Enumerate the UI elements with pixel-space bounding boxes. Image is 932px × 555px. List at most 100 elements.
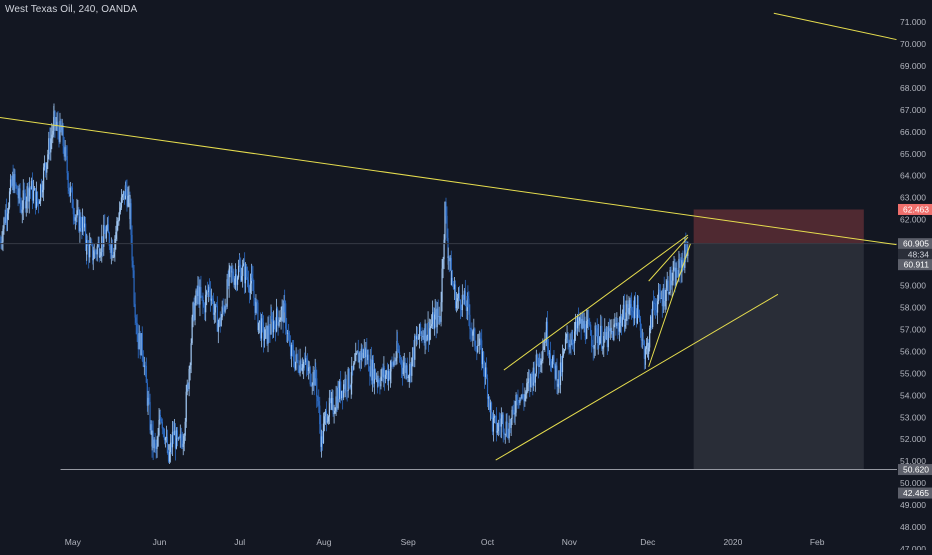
candle-body bbox=[316, 378, 317, 396]
candle-body bbox=[22, 210, 23, 213]
candle-body bbox=[679, 259, 680, 261]
candle-body bbox=[97, 246, 98, 254]
candle-body bbox=[223, 307, 224, 308]
candle-body bbox=[186, 392, 187, 422]
candle-body bbox=[624, 325, 625, 327]
candle-body bbox=[114, 239, 115, 252]
candle-body bbox=[122, 195, 123, 197]
candle-body bbox=[328, 417, 329, 422]
candle-body bbox=[43, 167, 44, 189]
candle-body bbox=[548, 348, 549, 354]
candle-body bbox=[524, 394, 525, 401]
candle-body bbox=[525, 392, 526, 395]
candle-body bbox=[467, 296, 468, 299]
candle-body bbox=[7, 213, 8, 219]
candle-body bbox=[440, 302, 441, 322]
candle-body bbox=[262, 318, 263, 322]
candle-body bbox=[120, 208, 121, 212]
candle-body bbox=[550, 353, 551, 361]
candle-body bbox=[241, 276, 242, 280]
candle-body bbox=[397, 341, 398, 349]
candle-body bbox=[649, 328, 650, 348]
candle-body bbox=[80, 217, 81, 229]
stop-loss-zone bbox=[694, 209, 864, 243]
candle-body bbox=[205, 295, 206, 313]
candle-body bbox=[73, 208, 74, 214]
time-axis[interactable]: May Jun Jul Aug Sep Oct Nov Dec 2020 Feb bbox=[65, 537, 825, 547]
price-tick-label: 49.000 bbox=[900, 500, 926, 510]
price-label-text: 48:34 bbox=[908, 249, 930, 259]
candle-body bbox=[125, 185, 126, 189]
candle-body bbox=[156, 446, 157, 449]
candle-body bbox=[225, 306, 226, 312]
candle-body bbox=[602, 347, 603, 348]
candle-body bbox=[632, 311, 633, 312]
candle-body bbox=[641, 331, 642, 341]
candle-body bbox=[659, 290, 660, 293]
candle-body bbox=[401, 359, 402, 368]
candle-body bbox=[222, 307, 223, 318]
candle-body bbox=[137, 323, 138, 334]
candle-body bbox=[594, 345, 595, 348]
candle-body bbox=[527, 382, 528, 383]
candle-body bbox=[355, 353, 356, 361]
candle-body bbox=[268, 326, 269, 334]
candle-body bbox=[335, 411, 336, 413]
candle-body bbox=[76, 210, 77, 217]
price-tick-label: 52.000 bbox=[900, 434, 926, 444]
candle-body bbox=[399, 352, 400, 359]
candle-body bbox=[213, 299, 214, 315]
candle-body bbox=[567, 334, 568, 341]
price-tick-label: 48.000 bbox=[900, 522, 926, 532]
candle-body bbox=[353, 363, 354, 369]
candle-body bbox=[274, 321, 275, 324]
candle-body bbox=[452, 278, 453, 283]
candle-body bbox=[183, 444, 184, 447]
candle-body bbox=[323, 424, 324, 443]
candle-body bbox=[238, 266, 239, 277]
candle-body bbox=[51, 135, 52, 139]
candle-body bbox=[522, 395, 523, 398]
candle-body bbox=[242, 266, 243, 276]
candle-body bbox=[277, 309, 278, 318]
time-tick-label: Jun bbox=[153, 537, 167, 547]
price-tick-label: 53.000 bbox=[900, 412, 926, 422]
candle-body bbox=[116, 221, 117, 232]
candle-body bbox=[16, 186, 17, 194]
candle-body bbox=[138, 334, 139, 341]
candle-body bbox=[221, 317, 222, 326]
candle-body bbox=[85, 224, 86, 244]
candle-body bbox=[93, 258, 94, 260]
candle-body bbox=[475, 346, 476, 349]
candle-body bbox=[127, 196, 128, 207]
price-tick-label: 59.000 bbox=[900, 281, 926, 291]
candle-body bbox=[246, 267, 247, 277]
candle-body bbox=[189, 369, 190, 389]
candle-body bbox=[194, 303, 195, 320]
outer-channel-upper[interactable] bbox=[774, 13, 897, 39]
candle-body bbox=[657, 301, 658, 312]
candle-body bbox=[390, 362, 391, 371]
candle-body bbox=[60, 121, 61, 130]
candle-body bbox=[310, 367, 311, 384]
descending-resistance[interactable] bbox=[0, 118, 897, 245]
candle-body bbox=[298, 360, 299, 370]
candle-body bbox=[160, 415, 161, 419]
candle-body bbox=[42, 190, 43, 192]
candle-body bbox=[368, 355, 369, 372]
candle-body bbox=[252, 278, 253, 291]
candle-body bbox=[645, 349, 646, 358]
candle-body bbox=[47, 154, 48, 162]
price-tick-label: 55.000 bbox=[900, 368, 926, 378]
candle-body bbox=[519, 397, 520, 402]
candle-body bbox=[113, 252, 114, 257]
price-label-text: 60.911 bbox=[904, 260, 930, 270]
candle-body bbox=[497, 431, 498, 433]
candle-body bbox=[135, 304, 136, 317]
candle-body bbox=[644, 341, 645, 359]
candle-body bbox=[590, 325, 591, 336]
candle-body bbox=[185, 422, 186, 436]
candle-body bbox=[442, 259, 443, 268]
